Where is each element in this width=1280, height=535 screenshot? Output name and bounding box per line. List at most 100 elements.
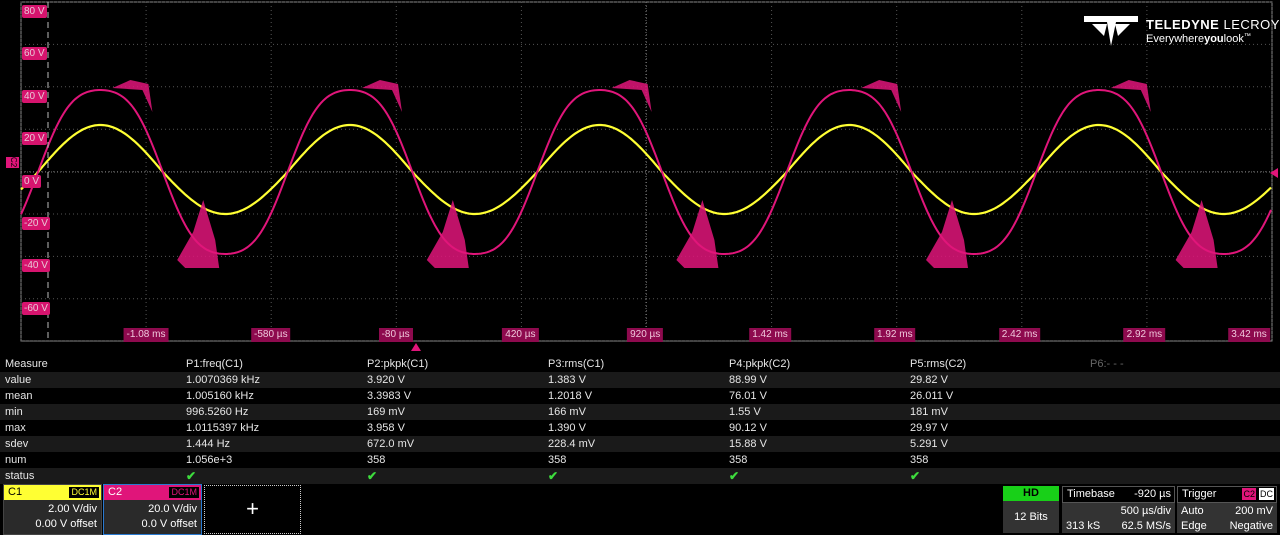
measure-cell[interactable]: 181 mV	[910, 406, 948, 418]
trigger-title: Trigger	[1182, 488, 1217, 500]
c2-coupling: DC1M	[169, 487, 199, 498]
measure-cell[interactable]: 166 mV	[548, 406, 586, 418]
measure-cell[interactable]: 1.390 V	[548, 422, 586, 434]
level-marker-right[interactable]	[1270, 168, 1278, 178]
timebase-title: Timebase	[1067, 488, 1115, 500]
waveform-display[interactable]	[0, 0, 1280, 343]
measure-status-row: status ✔ ✔ ✔ ✔ ✔	[0, 468, 1280, 484]
measure-cell[interactable]: 358	[729, 454, 748, 466]
measure-cell: Measure	[5, 358, 48, 370]
trigger-type: Edge	[1181, 520, 1207, 532]
measure-cell[interactable]: 672.0 mV	[367, 438, 415, 450]
y-axis-label: -60 V	[22, 301, 50, 315]
trigger-level: 200 mV	[1235, 505, 1273, 517]
measure-cell[interactable]: 358	[367, 454, 386, 466]
check-icon: ✔	[186, 469, 197, 483]
measure-cell: sdev	[5, 438, 29, 450]
measure-cell: value	[5, 374, 32, 386]
teledyne-lecroy-logo: TELEDYNE LECROY Everywhereyoulook™	[1082, 14, 1279, 54]
measure-cell[interactable]: 169 mV	[367, 406, 405, 418]
check-icon: ✔	[367, 469, 378, 483]
ground-marker-c2[interactable]: C2	[6, 157, 19, 168]
measure-cell[interactable]: 3.3983 V	[367, 390, 412, 402]
y-axis-label: -40 V	[22, 259, 50, 273]
c2-noise-burst	[861, 80, 968, 268]
measure-cell[interactable]: 90.12 V	[729, 422, 767, 434]
timebase-descriptor[interactable]: Timebase -920 µs 500 µs/div 313 kS 62.5 …	[1062, 486, 1175, 533]
check-icon: ✔	[729, 469, 740, 483]
trigger-mode: Auto	[1181, 505, 1204, 517]
measure-cell[interactable]: 1.056e+3	[186, 454, 233, 466]
x-axis-label: -580 µs	[251, 328, 291, 342]
measure-row: value 1.0070369 kHz 3.920 V 1.383 V 88.99 V 2…	[0, 372, 1280, 388]
y-axis-label: 20 V	[22, 132, 47, 146]
measure-cell: min	[5, 406, 23, 418]
trigger-position-marker[interactable]	[411, 343, 421, 351]
c2-noise-burst	[611, 80, 719, 268]
measure-cell[interactable]: 1.444 Hz	[186, 438, 231, 450]
timebase-tdiv: 500 µs/div	[1120, 505, 1171, 517]
c1-coupling: DC1M	[69, 487, 99, 498]
c1-name: C1	[8, 486, 23, 498]
measure-cell[interactable]: P5:rms(C2)	[910, 358, 967, 370]
c1-offset: 0.00 V offset	[35, 518, 97, 530]
measure-cell[interactable]: 29.97 V	[910, 422, 948, 434]
measure-cell[interactable]: 3.958 V	[367, 422, 405, 434]
measure-cell: mean	[5, 390, 33, 402]
x-axis-label: 2.42 ms	[998, 328, 1041, 342]
measure-cell[interactable]: P1:freq(C1)	[186, 358, 243, 370]
hd-indicator[interactable]: HD 12 Bits	[1003, 486, 1059, 533]
measure-cell[interactable]: 5.291 V	[910, 438, 948, 450]
measure-row: num 1.056e+3 358 358 358 358	[0, 452, 1280, 468]
measure-cell[interactable]: 88.99 V	[729, 374, 767, 386]
x-axis-label: 2.92 ms	[1123, 328, 1166, 342]
x-axis-label: 1.92 ms	[874, 328, 916, 342]
measure-cell[interactable]: 1.0070369 kHz	[186, 374, 260, 386]
x-axis-label: 3.42 ms	[1228, 328, 1270, 342]
c2-noise-burst	[362, 80, 469, 268]
measure-cell[interactable]: P3:rms(C1)	[548, 358, 605, 370]
measure-cell[interactable]: P4:pkpk(C2)	[729, 358, 791, 370]
x-axis-label: -80 µs	[378, 328, 413, 342]
trigger-descriptor[interactable]: Trigger C2 DC Auto 200 mV Edge Negative	[1177, 486, 1277, 533]
hd-label: HD	[1003, 486, 1059, 501]
measure-cell[interactable]: 1.383 V	[548, 374, 586, 386]
measure-cell[interactable]: 358	[548, 454, 567, 466]
c1-trace	[20, 123, 1272, 216]
measure-cell[interactable]: 1.55 V	[729, 406, 761, 418]
measure-cell[interactable]: 1.2018 V	[548, 390, 593, 402]
add-channel-button[interactable]: +	[204, 485, 301, 534]
measure-cell[interactable]: 996.5260 Hz	[186, 406, 249, 418]
c1-descriptor[interactable]: C1 DC1M 2.00 V/div 0.00 V offset	[3, 484, 102, 535]
c2-noise-burst	[1110, 80, 1218, 268]
measure-cell[interactable]: 358	[910, 454, 929, 466]
y-axis-label: 60 V	[22, 47, 47, 61]
measure-cell[interactable]: 1.0115397 kHz	[186, 422, 260, 434]
measure-cell[interactable]: 15.88 V	[729, 438, 767, 450]
measure-cell[interactable]: 1.005160 kHz	[186, 390, 254, 402]
measure-cell[interactable]: P6:- - -	[1090, 358, 1124, 370]
measure-cell[interactable]: 26.011 V	[910, 390, 954, 402]
trigger-slope: Negative	[1229, 520, 1273, 532]
x-axis-label: 920 µs	[627, 328, 664, 342]
measure-cell[interactable]: 29.82 V	[910, 374, 948, 386]
timebase-delay: -920 µs	[1134, 488, 1171, 500]
measure-cell[interactable]: 228.4 mV	[548, 438, 596, 450]
measure-cell: num	[5, 454, 27, 466]
c2-trace	[20, 89, 1272, 255]
measure-cell[interactable]: P2:pkpk(C1)	[367, 358, 429, 370]
c2-name: C2	[108, 486, 123, 498]
logo-tagline: Everywhereyoulook™	[1146, 33, 1251, 45]
check-icon: ✔	[910, 469, 921, 483]
logo-brand: TELEDYNE LECROY	[1146, 17, 1280, 32]
timebase-samples: 313 kS	[1066, 520, 1101, 532]
measure-cell[interactable]: 3.920 V	[367, 374, 405, 386]
c2-noise-burst	[112, 80, 220, 268]
c2-vdiv: 20.0 V/div	[148, 503, 197, 515]
y-axis-label: -20 V	[22, 217, 50, 230]
x-axis-label: -1.08 ms	[123, 328, 169, 342]
c2-descriptor[interactable]: C2 DC1M 20.0 V/div 0.0 V offset	[103, 484, 202, 535]
measure-cell[interactable]: 76.01 V	[729, 390, 767, 402]
x-axis-label: 420 µs	[502, 328, 539, 342]
measure-row: mean 1.005160 kHz 3.3983 V 1.2018 V 76.01 V 2…	[0, 388, 1280, 404]
